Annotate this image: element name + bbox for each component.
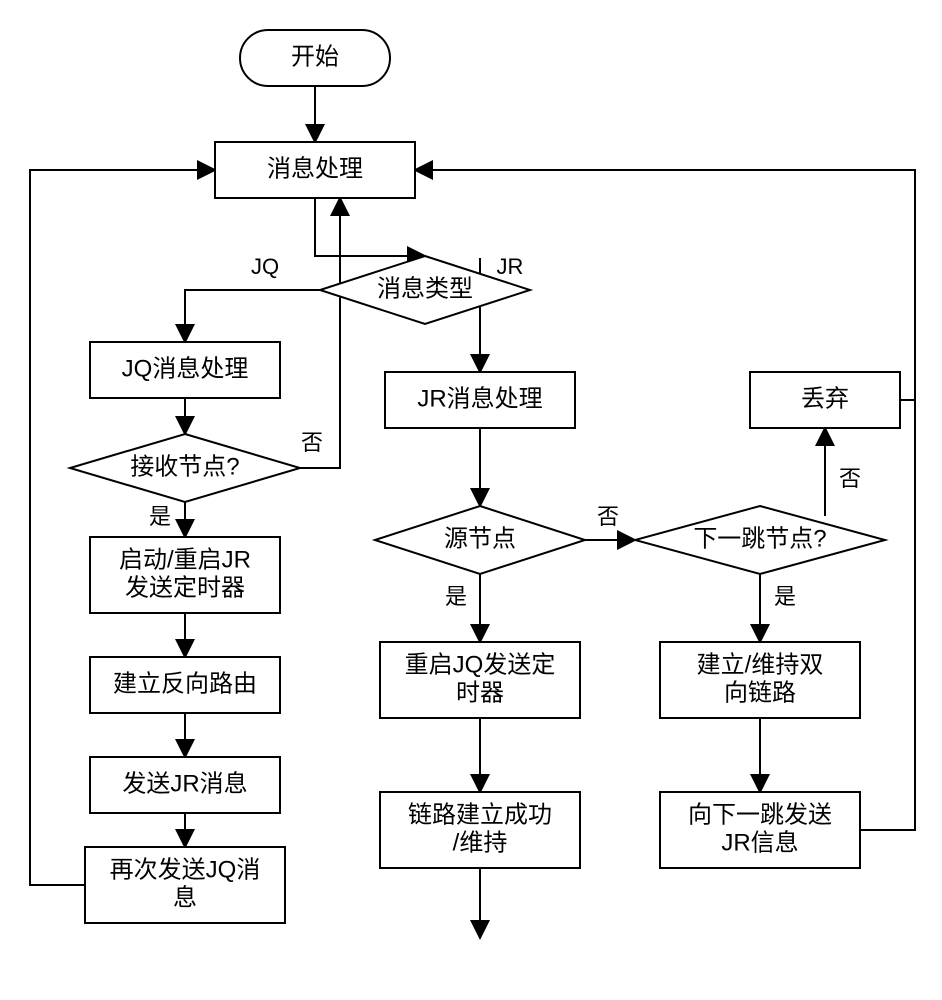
node-text: 重启JQ发送定 (405, 651, 556, 678)
edge (415, 170, 915, 830)
flowchart-diagram: JQJR是否是否否是开始消息处理消息类型JQ消息处理接收节点?启动/重启JR发送… (0, 0, 942, 1000)
node-srcNode: 源节点 (375, 506, 585, 574)
node-restartJQ: 重启JQ发送定时器 (380, 642, 580, 718)
node-text: 下一跳节点? (693, 525, 826, 552)
node-sendJR: 发送JR消息 (90, 757, 280, 813)
node-linkOK: 链路建立成功/维持 (380, 792, 580, 868)
edge-label: JQ (251, 254, 279, 279)
node-nextHop: 下一跳节点? (635, 506, 885, 574)
edge-label: 是 (149, 504, 171, 529)
node-text: JR信息 (721, 829, 798, 856)
edge (315, 198, 425, 256)
edge-label: 否 (301, 430, 323, 455)
node-text: 开始 (291, 43, 339, 70)
node-text: 再次发送JQ消 (110, 856, 261, 883)
edge (185, 290, 320, 342)
node-text: /维持 (453, 829, 508, 856)
node-text: JQ消息处理 (122, 355, 249, 382)
node-text: 消息处理 (267, 155, 363, 182)
nodes: 开始消息处理消息类型 JQ消息处理接收节点? 启动/重启JR发送定时器建立反向路由发… (70, 30, 900, 923)
node-buildRev: 建立反向路由 (90, 657, 280, 713)
node-text: 链路建立成功 (408, 801, 552, 828)
node-text: 源节点 (444, 525, 516, 552)
edge (300, 198, 340, 468)
node-text: 丢弃 (801, 385, 849, 412)
node-msgProc: 消息处理 (215, 142, 415, 198)
edge-label: JR (497, 254, 524, 279)
node-text: 建立反向路由 (113, 670, 257, 697)
node-startTimer: 启动/重启JR发送定时器 (90, 537, 280, 613)
node-jrProc: JR消息处理 (385, 372, 575, 428)
node-start: 开始 (240, 30, 390, 86)
node-recvNode: 接收节点? (70, 434, 300, 502)
node-text: 时器 (456, 679, 504, 706)
node-discard: 丢弃 (750, 372, 900, 428)
node-text: 启动/重启JR (119, 546, 251, 573)
node-text: 发送JR消息 (122, 770, 247, 797)
node-text: 消息类型 (377, 275, 473, 302)
node-sendNext: 向下一跳发送JR信息 (660, 792, 860, 868)
edge-label: 否 (597, 504, 619, 529)
node-text: 向链路 (724, 679, 796, 706)
node-text: JR消息处理 (417, 385, 542, 412)
node-text: 接收节点? (130, 453, 239, 480)
node-text: 发送定时器 (125, 574, 245, 601)
node-text: 建立/维持双 (697, 651, 824, 678)
node-buildBi: 建立/维持双向链路 (660, 642, 860, 718)
node-resendJQ: 再次发送JQ消息 (85, 847, 285, 923)
edge-label: 是 (774, 584, 796, 609)
edge-label: 是 (445, 584, 467, 609)
node-text: 向下一跳发送 (688, 801, 832, 828)
edge-label: 否 (839, 466, 861, 491)
node-jqProc: JQ消息处理 (90, 342, 280, 398)
node-text: 息 (173, 884, 197, 911)
